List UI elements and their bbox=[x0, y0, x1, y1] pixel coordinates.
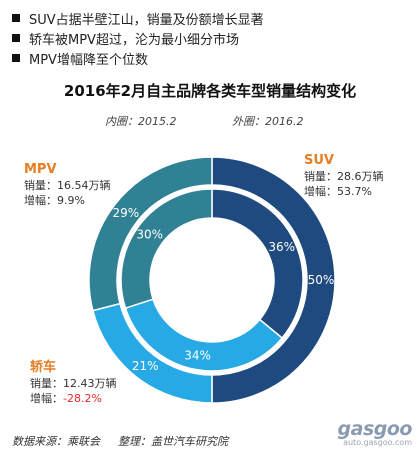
outer-label-suv: 50% bbox=[308, 273, 335, 287]
suv-callout-sales: 销量：28.6万辆 bbox=[304, 170, 384, 183]
outer-slice-mpv bbox=[88, 156, 213, 312]
mpv-callout: MPV 销量：16.54万辆 增幅：9.9% bbox=[24, 162, 111, 208]
suv-callout: SUV 销量：28.6万辆 增幅：53.7% bbox=[304, 153, 384, 199]
bullet-item: MPV增幅降至个位数 bbox=[12, 48, 264, 68]
suv-callout-name: SUV bbox=[304, 153, 334, 168]
sedan-callout-growth: 增幅：-28.2% bbox=[30, 392, 102, 405]
gasgoo-watermark: gasgoo auto.gasgoo.com bbox=[337, 418, 413, 447]
outer-ring-caption: 外圈：2016.2 bbox=[232, 115, 304, 128]
bullet-item: SUV占据半壁江山，销量及份额增长显著 bbox=[12, 8, 264, 28]
chart-title: 2016年2月自主品牌各类车型销量结构变化 bbox=[63, 82, 357, 100]
sedan-callout: 轿车 销量：12.43万辆 增幅：-28.2% bbox=[30, 360, 117, 406]
compiled-by-text: 整理：盖世汽车研究院 bbox=[118, 435, 228, 448]
bullet-item: 轿车被MPV超过，沦为最小细分市场 bbox=[12, 28, 264, 48]
suv-callout-growth: 增幅：53.7% bbox=[304, 185, 372, 198]
outer-label-mpv: 29% bbox=[113, 206, 140, 220]
key-findings-list: SUV占据半壁江山，销量及份额增长显著 轿车被MPV超过，沦为最小细分市场 MP… bbox=[12, 8, 264, 68]
data-source-text: 数据来源：乘联会 bbox=[12, 435, 100, 448]
inner-slice-mpv bbox=[120, 188, 213, 310]
inner-label-suv: 36% bbox=[268, 240, 295, 254]
inner-label-sedan: 34% bbox=[184, 349, 211, 363]
mpv-callout-sales: 销量：16.54万辆 bbox=[24, 179, 111, 192]
mpv-callout-growth: 增幅：9.9% bbox=[24, 194, 85, 207]
square-bullet-icon bbox=[12, 54, 20, 62]
outer-slice-suv bbox=[211, 156, 336, 404]
watermark-url: auto.gasgoo.com bbox=[343, 438, 412, 447]
mpv-callout-name: MPV bbox=[24, 162, 57, 177]
inner-ring-caption: 内圈：2015.2 bbox=[105, 115, 177, 128]
sedan-callout-name: 轿车 bbox=[30, 360, 57, 375]
gasgoo-logo: gasgoo bbox=[337, 418, 413, 440]
sedan-callout-sales: 销量：12.43万辆 bbox=[30, 377, 117, 390]
outer-label-sedan: 21% bbox=[132, 359, 159, 373]
square-bullet-icon bbox=[12, 14, 20, 22]
sedan-growth-negative-value: -28.2% bbox=[63, 392, 102, 405]
square-bullet-icon bbox=[12, 34, 20, 42]
inner-label-mpv: 30% bbox=[136, 228, 163, 242]
source-note: 数据来源：乘联会 整理：盖世汽车研究院 bbox=[12, 433, 228, 449]
